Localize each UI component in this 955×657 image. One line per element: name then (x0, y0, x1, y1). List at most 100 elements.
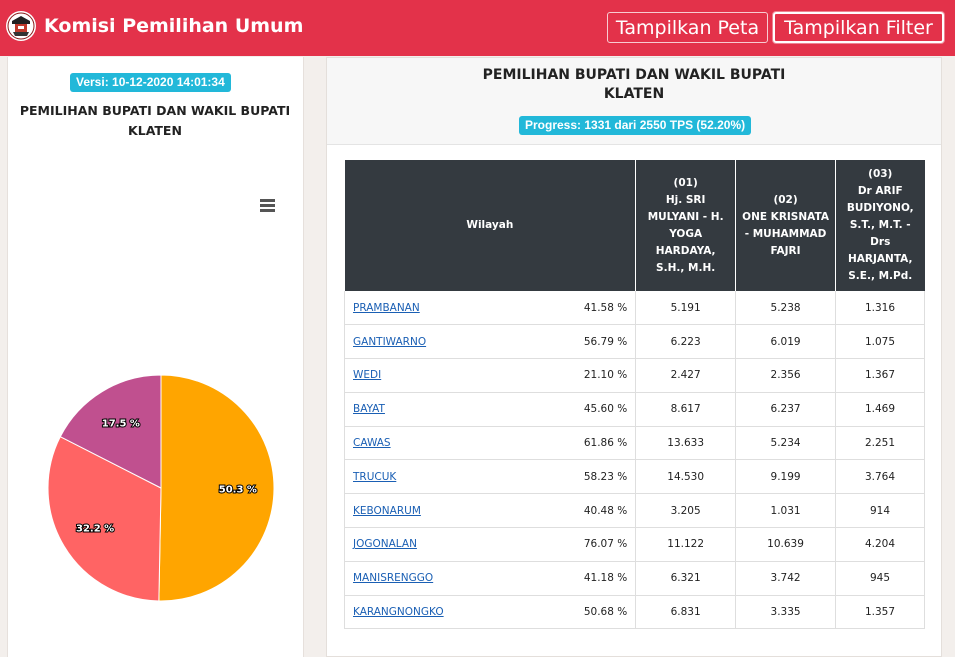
hamburger-icon[interactable] (260, 199, 275, 214)
column-header-candidate-01: (01) Hj. SRI MULYANI - H. YOGA HARDAYA, … (635, 160, 737, 291)
turnout-percent: 58.23 % (583, 470, 628, 483)
region-link[interactable]: BAYAT (353, 403, 385, 416)
votes-candidate-03: 1.075 (835, 324, 925, 360)
region-link[interactable]: TRUCUK (353, 470, 397, 483)
pie-slice-2[interactable] (47, 436, 162, 602)
results-title-line2: KLATEN (603, 86, 665, 102)
results-table: Wilayah (01) Hj. SRI MULYANI - H. YOGA H… (343, 160, 925, 630)
table-row: TRUCUK 58.23 % 14.530 9.199 3.764 (343, 459, 925, 495)
turnout-percent: 40.48 % (583, 504, 628, 517)
show-filter-button[interactable]: Tampilkan Filter (773, 12, 944, 43)
votes-candidate-01: 2.427 (635, 358, 737, 393)
region-link[interactable]: KARANGNONGKO (353, 606, 444, 619)
table-row: CAWAS 61.86 % 13.633 5.234 2.251 (343, 426, 925, 461)
votes-candidate-03: 945 (835, 561, 925, 596)
results-header: PEMILIHAN BUPATI DAN WAKIL BUPATI KLATEN… (327, 58, 941, 145)
top-navbar: Komisi Pemilihan Umum Tampilkan Peta Tam… (0, 0, 955, 56)
region-cell: TRUCUK 58.23 % (343, 459, 637, 495)
turnout-percent: 41.18 % (583, 572, 628, 585)
region-cell: GANTIWARNO 56.79 % (343, 324, 637, 360)
votes-candidate-01: 11.122 (635, 527, 737, 562)
region-link[interactable]: JOGONALAN (353, 538, 417, 551)
table-row: JOGONALAN 76.07 % 11.122 10.639 4.204 (343, 527, 925, 562)
brand[interactable]: Komisi Pemilihan Umum (6, 11, 303, 41)
turnout-percent: 50.68 % (583, 606, 628, 619)
region-link[interactable]: GANTIWARNO (353, 335, 427, 348)
votes-candidate-02: 10.639 (735, 527, 837, 562)
votes-candidate-02: 5.238 (735, 291, 837, 326)
chart-title-line1: PEMILIHAN BUPATI DAN WAKIL BUPATI (19, 103, 291, 118)
turnout-percent: 61.86 % (583, 437, 628, 450)
table-row: WEDI 21.10 % 2.427 2.356 1.367 (343, 358, 925, 393)
region-link[interactable]: KEBONARUM (353, 504, 421, 517)
votes-candidate-03: 1.316 (835, 291, 925, 326)
votes-candidate-01: 6.321 (635, 561, 737, 596)
candidate-number: (03) (868, 168, 893, 180)
pie-slice-label: 32.2 % (76, 524, 114, 535)
turnout-percent: 41.58 % (583, 301, 628, 314)
candidate-number: (01) (673, 176, 698, 189)
pie-slice-label: 17.5 % (102, 418, 140, 429)
chart-title: PEMILIHAN BUPATI DAN WAKIL BUPATI KLATEN (8, 101, 302, 141)
progress-badge: Progress: 1331 dari 2550 TPS (52.20%) (519, 116, 752, 135)
chart-panel: Versi: 10-12-2020 14:01:34 PEMILIHAN BUP… (7, 57, 304, 657)
table-row: MANISRENGGO 41.18 % 6.321 3.742 945 (343, 561, 925, 596)
region-cell: WEDI 21.10 % (343, 358, 637, 393)
votes-candidate-03: 914 (835, 493, 925, 529)
table-row: KEBONARUM 40.48 % 3.205 1.031 914 (343, 493, 925, 529)
table-row: GANTIWARNO 56.79 % 6.223 6.019 1.075 (343, 324, 925, 360)
votes-candidate-01: 14.530 (635, 459, 737, 495)
candidate-name: Dr ARIF BUDIYONO, S.T., M.T. - Drs HARJA… (846, 185, 914, 282)
votes-candidate-02: 3.742 (735, 561, 837, 596)
votes-candidate-02: 5.234 (735, 426, 837, 461)
votes-candidate-03: 4.204 (835, 527, 925, 562)
votes-candidate-03: 1.469 (835, 392, 925, 427)
region-link[interactable]: MANISRENGGO (353, 572, 434, 585)
pie-slice-3[interactable] (59, 374, 162, 489)
results-title-line1: PEMILIHAN BUPATI DAN WAKIL BUPATI (482, 67, 786, 83)
show-map-button[interactable]: Tampilkan Peta (607, 12, 768, 43)
column-header-region: Wilayah (344, 160, 637, 291)
votes-candidate-02: 6.019 (735, 324, 837, 360)
pie-slice-1[interactable] (158, 374, 275, 602)
brand-title: Komisi Pemilihan Umum (44, 15, 304, 37)
votes-candidate-03: 1.357 (835, 595, 925, 630)
region-cell: PRAMBANAN 41.58 % (343, 291, 637, 326)
votes-candidate-02: 1.031 (735, 493, 837, 529)
region-cell: BAYAT 45.60 % (343, 392, 637, 427)
turnout-percent: 21.10 % (583, 369, 628, 382)
region-cell: JOGONALAN 76.07 % (343, 527, 637, 562)
region-link[interactable]: CAWAS (353, 437, 391, 450)
candidate-number: (02) (773, 193, 798, 206)
votes-candidate-03: 1.367 (835, 358, 925, 393)
turnout-percent: 76.07 % (583, 538, 628, 551)
region-link[interactable]: PRAMBANAN (353, 301, 420, 314)
region-cell: KARANGNONGKO 50.68 % (343, 595, 637, 630)
version-badge: Versi: 10-12-2020 14:01:34 (70, 73, 231, 92)
results-title: PEMILIHAN BUPATI DAN WAKIL BUPATI KLATEN (327, 66, 941, 104)
region-link[interactable]: WEDI (353, 369, 382, 382)
table-row: BAYAT 45.60 % 8.617 6.237 1.469 (343, 392, 925, 427)
votes-candidate-01: 6.831 (635, 595, 737, 630)
votes-candidate-02: 2.356 (735, 358, 837, 393)
region-cell: MANISRENGGO 41.18 % (343, 561, 637, 596)
pie-chart: 50.3 % 32.2 % 17.5 % (47, 374, 275, 602)
turnout-percent: 45.60 % (583, 403, 628, 416)
table-row: KARANGNONGKO 50.68 % 6.831 3.335 1.357 (343, 595, 925, 630)
column-header-candidate-03: (03) Dr ARIF BUDIYONO, S.T., M.T. - Drs … (835, 160, 925, 291)
region-cell: KEBONARUM 40.48 % (343, 493, 637, 529)
votes-candidate-03: 3.764 (835, 459, 925, 495)
table-row: PRAMBANAN 41.58 % 5.191 5.238 1.316 (343, 291, 925, 326)
votes-candidate-01: 8.617 (635, 392, 737, 427)
votes-candidate-01: 5.191 (635, 291, 737, 326)
region-cell: CAWAS 61.86 % (343, 426, 637, 461)
turnout-percent: 56.79 % (583, 335, 628, 348)
votes-candidate-02: 9.199 (735, 459, 837, 495)
chart-title-line2: KLATEN (128, 123, 182, 138)
kpu-logo-icon (6, 11, 36, 41)
results-panel: PEMILIHAN BUPATI DAN WAKIL BUPATI KLATEN… (326, 57, 942, 657)
candidate-name: Hj. SRI MULYANI - H. YOGA HARDAYA, S.H.,… (647, 193, 724, 274)
votes-candidate-01: 3.205 (635, 493, 737, 529)
votes-candidate-02: 6.237 (735, 392, 837, 427)
votes-candidate-02: 3.335 (735, 595, 837, 630)
